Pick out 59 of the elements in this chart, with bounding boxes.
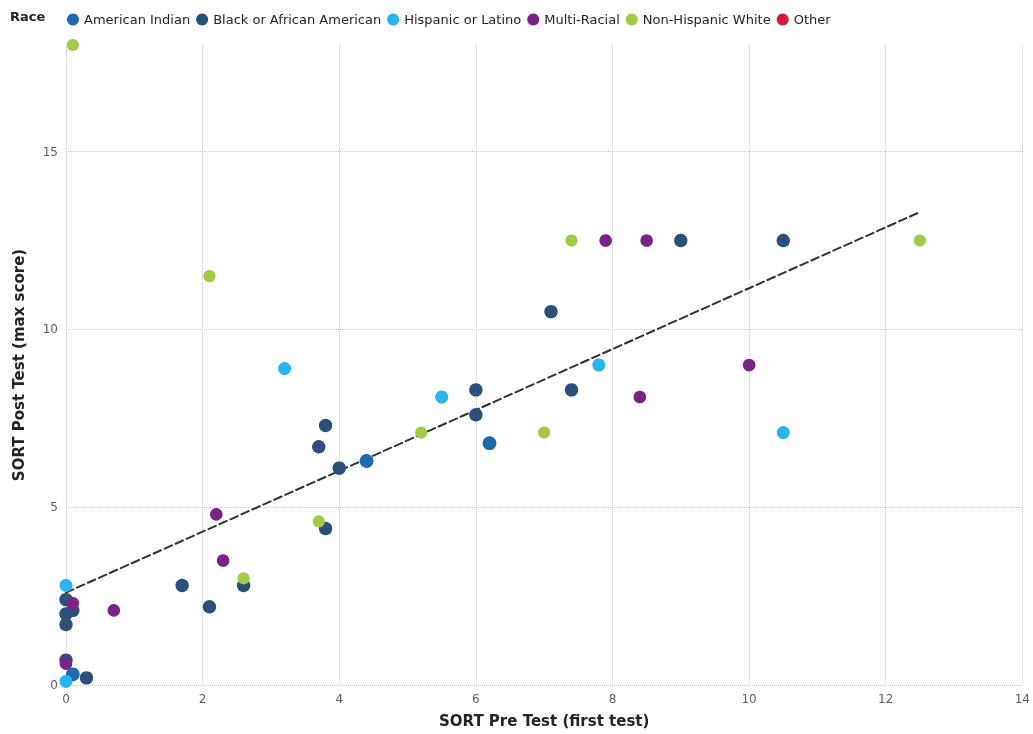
point bbox=[742, 358, 756, 372]
y-tick-label: 10 bbox=[42, 322, 58, 337]
point bbox=[66, 596, 80, 610]
point bbox=[435, 390, 449, 404]
point bbox=[469, 408, 483, 422]
point bbox=[776, 426, 790, 440]
legend-label: Other bbox=[793, 12, 832, 27]
x-tick-label: 8 bbox=[608, 692, 617, 706]
point bbox=[332, 461, 346, 475]
point bbox=[79, 671, 94, 685]
legend-label: American Indian bbox=[84, 12, 191, 27]
point bbox=[59, 617, 73, 632]
point bbox=[599, 234, 612, 247]
x-tick-label: 6 bbox=[472, 692, 480, 706]
x-tick-label: 10 bbox=[741, 692, 757, 706]
point bbox=[564, 383, 579, 397]
point bbox=[538, 426, 551, 439]
point bbox=[237, 572, 250, 585]
y-tick-label: 0 bbox=[50, 678, 58, 692]
point bbox=[210, 508, 223, 521]
x-tick-label: 4 bbox=[335, 692, 344, 706]
point bbox=[469, 383, 483, 397]
point bbox=[674, 233, 688, 248]
legend-label: Hispanic or Latino bbox=[404, 12, 522, 27]
x-tick-label: 12 bbox=[878, 692, 894, 706]
point bbox=[312, 515, 325, 528]
y-tick-label: 15 bbox=[42, 144, 58, 159]
point bbox=[59, 657, 73, 670]
x-axis-title: SORT Pre Test (first test) bbox=[438, 711, 650, 730]
y-axis-title: SORT Post Test (max score) bbox=[9, 248, 28, 482]
legend-title: Race bbox=[10, 9, 46, 24]
point bbox=[482, 436, 497, 451]
point bbox=[175, 578, 189, 593]
legend-label: Black or African American bbox=[213, 12, 382, 27]
legend-label: Multi-Racial bbox=[544, 12, 620, 27]
point bbox=[107, 604, 121, 617]
point bbox=[415, 426, 428, 439]
point bbox=[312, 440, 326, 454]
point bbox=[776, 233, 790, 248]
y-tick-label: 5 bbox=[50, 500, 58, 515]
point bbox=[640, 234, 653, 247]
point bbox=[565, 234, 578, 247]
point bbox=[66, 38, 79, 52]
point bbox=[216, 554, 230, 567]
x-tick-label: 2 bbox=[198, 692, 207, 706]
point bbox=[633, 390, 647, 404]
point bbox=[359, 454, 374, 468]
point bbox=[544, 304, 558, 319]
point bbox=[59, 674, 73, 688]
x-tick-label: 14 bbox=[1014, 692, 1031, 706]
legend-label: Non-Hispanic White bbox=[642, 12, 771, 27]
point bbox=[913, 234, 926, 247]
point bbox=[318, 418, 333, 433]
point bbox=[278, 362, 292, 376]
point bbox=[202, 600, 217, 614]
x-tick-label: 0 bbox=[62, 692, 70, 706]
point bbox=[59, 578, 73, 592]
point bbox=[592, 358, 606, 372]
point bbox=[203, 270, 216, 283]
